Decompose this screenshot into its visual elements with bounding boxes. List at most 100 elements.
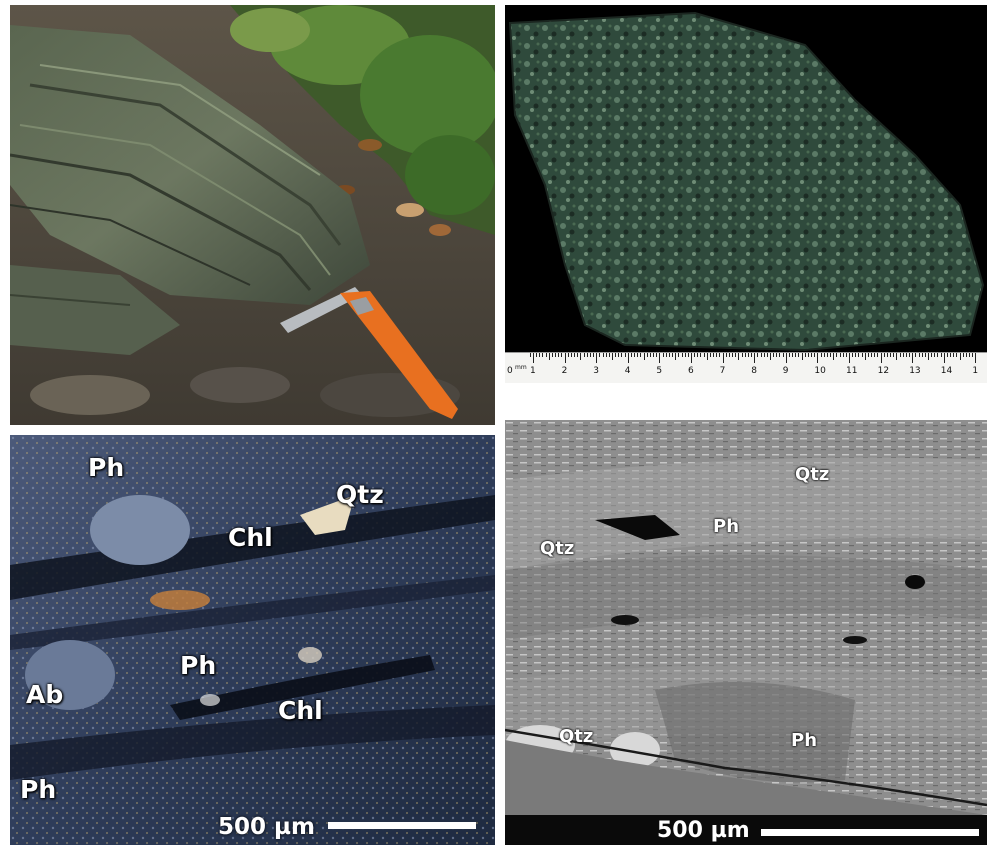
ruler-number: 10 xyxy=(814,366,826,376)
ruler-tick xyxy=(593,353,595,357)
ruler-tick xyxy=(849,353,850,363)
ruler-tick xyxy=(921,353,923,357)
mineral-label-chl-lower: Chl xyxy=(278,696,323,725)
ruler-tick xyxy=(624,353,626,357)
ruler-tick xyxy=(956,353,958,357)
ruler-tick xyxy=(757,353,759,357)
ruler-tick xyxy=(716,353,718,357)
ruler-tick xyxy=(656,353,658,357)
ruler-tick xyxy=(536,353,538,357)
ruler-number: 1 xyxy=(972,366,979,376)
ruler-tick xyxy=(940,353,942,357)
ruler-tick xyxy=(615,353,617,357)
ruler-tick xyxy=(545,353,547,357)
ruler-tick xyxy=(833,353,835,360)
ruler-tick xyxy=(643,353,645,360)
ruler-tick xyxy=(845,353,847,357)
ruler-start-label: 0 xyxy=(507,366,513,376)
scale-ruler: 0 mm 1 2 3 4 5 6 7 8 9 10 11 12 13 14 1 xyxy=(505,352,987,383)
mineral-label-qtz: Qtz xyxy=(336,480,384,509)
ruler-number: 7 xyxy=(719,366,726,376)
ruler-tick xyxy=(586,353,588,357)
ruler-number: 9 xyxy=(782,366,789,376)
hand-specimen-photo xyxy=(505,5,987,352)
ruler-tick xyxy=(959,353,961,360)
ruler-tick xyxy=(542,353,544,357)
mineral-label-ph-bottom: Ph xyxy=(791,730,818,751)
ruler-tick xyxy=(807,353,809,357)
ruler-tick xyxy=(760,353,762,357)
ruler-tick xyxy=(637,353,639,357)
ruler-tick xyxy=(681,353,683,357)
ruler-tick xyxy=(551,353,553,357)
ruler-tick xyxy=(558,353,560,357)
rock-specimen-icon xyxy=(508,11,985,352)
ruler-tick xyxy=(539,353,541,357)
ruler-tick xyxy=(858,353,860,357)
ruler-tick xyxy=(687,353,689,357)
ruler-tick xyxy=(937,353,939,357)
ruler-tick xyxy=(754,353,756,363)
ruler-tick xyxy=(861,353,863,357)
ruler-number: 4 xyxy=(624,366,631,376)
ruler-tick xyxy=(972,353,974,357)
ruler-tick xyxy=(709,353,711,357)
ruler-tick xyxy=(864,353,866,360)
ruler-tick xyxy=(694,353,696,357)
ruler-tick xyxy=(902,353,904,357)
bse-image-icon xyxy=(505,420,987,815)
ruler-tick xyxy=(855,353,857,357)
ruler-tick xyxy=(918,353,920,357)
ruler-tick xyxy=(962,353,964,357)
ruler-tick xyxy=(953,353,955,357)
ruler-tick xyxy=(596,353,598,363)
ruler-tick xyxy=(583,353,585,357)
ruler-tick xyxy=(893,353,895,357)
ruler-tick xyxy=(899,353,901,357)
ruler-tick xyxy=(697,353,699,357)
ruler-tick xyxy=(634,353,636,357)
ruler-tick xyxy=(608,353,610,357)
ruler-tick xyxy=(871,353,873,357)
ruler-tick xyxy=(570,353,572,357)
ruler-tick xyxy=(867,353,869,357)
ruler-tick xyxy=(672,353,674,357)
ruler-tick xyxy=(792,353,794,357)
ruler-tick xyxy=(817,353,819,363)
ruler-tick xyxy=(675,353,677,360)
ruler-tick xyxy=(811,353,813,357)
ruler-tick xyxy=(820,353,822,357)
ruler-tick xyxy=(946,353,948,357)
ruler-tick xyxy=(934,353,936,357)
ruler-tick xyxy=(735,353,737,357)
ruler-tick xyxy=(668,353,670,357)
ruler-tick xyxy=(823,353,825,357)
ruler-number: 2 xyxy=(561,366,568,376)
ruler-tick xyxy=(548,353,550,360)
ruler-tick xyxy=(574,353,576,357)
ruler-tick xyxy=(839,353,841,357)
mineral-label-ph-bottom: Ph xyxy=(20,775,57,804)
ruler-tick xyxy=(814,353,816,357)
ruler-tick xyxy=(564,353,566,363)
ruler-tick xyxy=(896,353,898,360)
ruler-tick xyxy=(728,353,730,357)
ruler-tick xyxy=(555,353,557,357)
ruler-tick xyxy=(751,353,753,357)
ruler-tick xyxy=(580,353,582,360)
ruler-tick xyxy=(890,353,892,357)
ruler-tick xyxy=(659,353,661,363)
ruler-tick xyxy=(874,353,876,357)
ruler-tick xyxy=(684,353,686,357)
ruler-number: 1 xyxy=(530,366,536,376)
ruler-tick xyxy=(826,353,828,357)
outcrop-photo xyxy=(10,5,495,425)
ruler-tick xyxy=(880,353,882,363)
ruler-tick xyxy=(886,353,888,357)
ruler-tick xyxy=(785,353,787,363)
ruler-tick xyxy=(649,353,651,357)
ruler-tick xyxy=(905,353,907,357)
ruler-tick xyxy=(713,353,715,357)
ruler-tick xyxy=(770,353,771,360)
ruler-tick xyxy=(561,353,563,357)
